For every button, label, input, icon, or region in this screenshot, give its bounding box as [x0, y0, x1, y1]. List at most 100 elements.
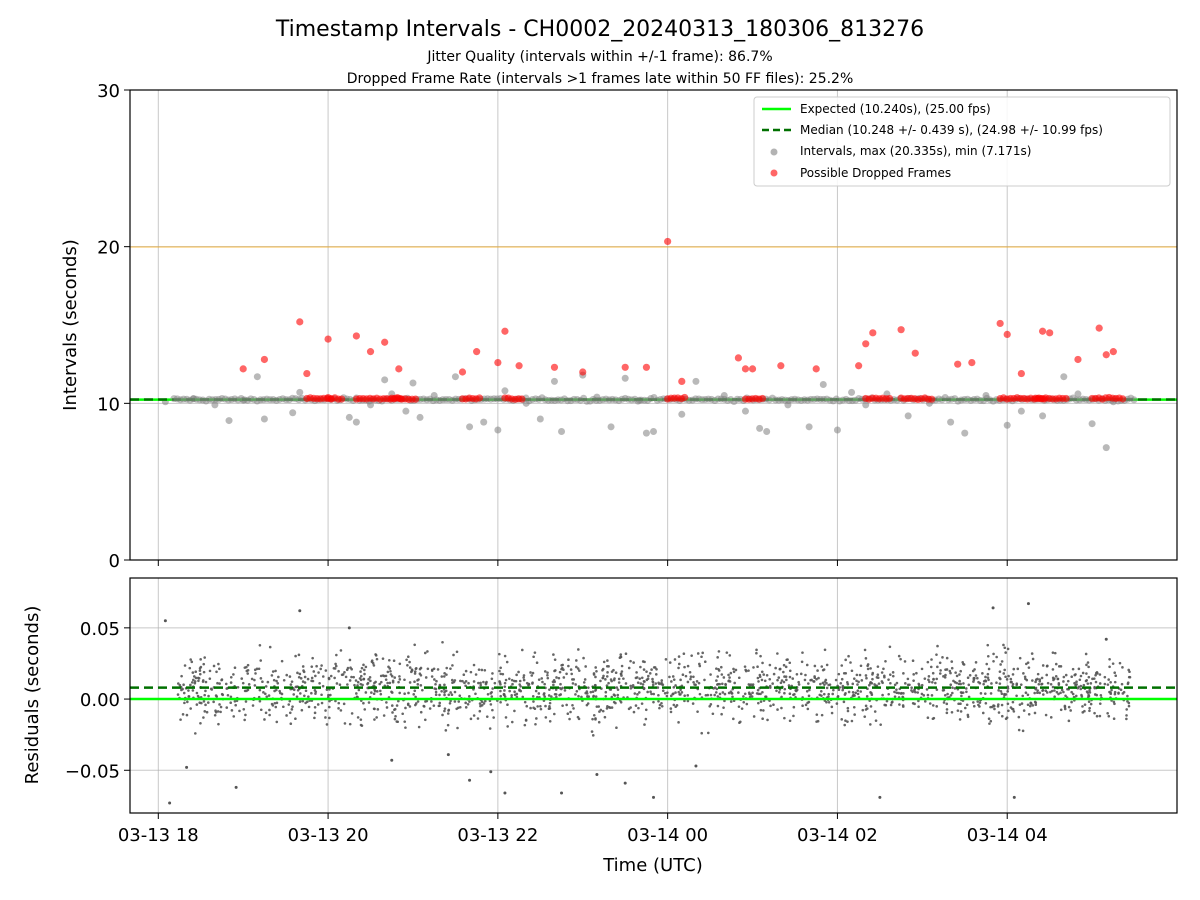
residual-cloud-point	[776, 708, 779, 711]
residual-cloud-point	[760, 670, 764, 674]
residual-cloud-point	[982, 682, 985, 686]
residual-cloud-point	[440, 675, 444, 678]
residual-cloud-point	[522, 676, 525, 679]
dropped-frame-point	[494, 359, 502, 367]
residual-cloud-point	[1086, 691, 1090, 694]
residual-cloud-point	[591, 690, 595, 694]
residual-cloud-point	[185, 713, 189, 717]
residual-point	[623, 781, 627, 785]
residual-cloud-point	[197, 679, 200, 683]
residual-cloud-point	[780, 679, 784, 682]
residual-cloud-point	[298, 700, 302, 703]
residual-cloud-point	[517, 670, 520, 674]
residual-cloud-point	[1086, 682, 1090, 685]
residual-cloud-point	[290, 708, 294, 711]
residual-cloud-point	[1060, 688, 1064, 692]
interval-point	[466, 423, 474, 431]
residual-cloud-point	[314, 674, 317, 678]
residual-cloud-point	[1085, 672, 1088, 675]
residual-cloud-point	[931, 717, 935, 721]
residual-cloud-point	[515, 695, 519, 699]
residual-cloud-point	[356, 684, 359, 687]
residual-cloud-point	[372, 692, 376, 696]
residual-cloud-point	[1128, 670, 1131, 674]
residual-cloud-point	[657, 699, 660, 703]
residual-cloud-point	[959, 691, 963, 694]
residual-cloud-point	[859, 664, 863, 668]
residual-cloud-point	[513, 709, 516, 713]
residual-cloud-point	[965, 690, 968, 694]
residual-cloud-point	[1088, 689, 1091, 692]
residual-cloud-point	[450, 693, 454, 697]
residual-cloud-point	[864, 704, 868, 708]
residual-cloud-point	[1051, 685, 1055, 689]
residual-cloud-point	[232, 715, 236, 718]
residual-cloud-point	[386, 670, 390, 674]
residual-cloud-point	[441, 640, 444, 644]
residual-cloud-point	[897, 691, 901, 695]
residual-cloud-point	[518, 679, 522, 683]
residual-cloud-point	[846, 720, 849, 723]
residual-cloud-point	[360, 666, 364, 670]
residual-cloud-point	[1108, 690, 1111, 694]
legend-median-label: Median (10.248 +/- 0.439 s), (24.98 +/- …	[800, 123, 1103, 137]
residual-cloud-point	[277, 675, 280, 679]
interval-point	[480, 418, 488, 426]
residual-cloud-point	[1087, 700, 1091, 704]
residual-cloud-point	[501, 672, 505, 676]
residual-cloud-point	[747, 669, 750, 672]
residual-cloud-point	[935, 688, 939, 691]
dropped-frame-point	[812, 365, 820, 373]
residual-cloud-point	[364, 665, 368, 669]
residual-cloud-point	[320, 701, 324, 705]
residual-cloud-point	[810, 678, 813, 682]
residual-cloud-point	[449, 667, 452, 670]
residual-cloud-point	[355, 695, 359, 699]
residual-cloud-point	[372, 664, 376, 667]
dropped-cluster-point	[1062, 394, 1070, 403]
residual-cloud-point	[480, 703, 484, 707]
residual-cloud-point	[432, 704, 436, 707]
residual-cloud-point	[722, 706, 725, 709]
residual-cloud-point	[821, 668, 825, 672]
interval-point	[642, 429, 650, 437]
residual-cloud-point	[985, 662, 989, 666]
residual-cloud-point	[453, 700, 457, 703]
residual-cloud-point	[226, 693, 230, 697]
residual-cloud-point	[1085, 663, 1088, 667]
residual-cloud-point	[838, 686, 842, 689]
interval-point	[805, 423, 813, 431]
residual-cloud-point	[782, 680, 786, 684]
residual-cloud-point	[224, 682, 228, 686]
residual-cloud-point	[294, 717, 297, 721]
residual-cloud-point	[778, 667, 782, 671]
residual-cloud-point	[846, 709, 850, 713]
residual-cloud-point	[926, 716, 930, 720]
residual-cloud-point	[891, 674, 895, 678]
residual-cloud-point	[966, 713, 970, 717]
residual-cloud-point	[679, 678, 682, 682]
dropped-cluster-point	[518, 395, 526, 403]
residual-cloud-point	[474, 692, 477, 696]
residual-cloud-point	[253, 684, 257, 687]
residual-cloud-point	[242, 707, 246, 711]
residual-cloud-point	[629, 659, 632, 663]
residual-cloud-point	[780, 706, 783, 710]
residual-cloud-point	[893, 683, 897, 687]
residual-cloud-point	[398, 691, 402, 695]
residual-cloud-point	[302, 670, 306, 674]
residual-cloud-point	[818, 693, 822, 697]
residual-cloud-point	[709, 703, 713, 706]
residual-cloud-point	[202, 662, 206, 666]
residual-cloud-point	[1126, 682, 1130, 686]
residual-cloud-point	[1098, 714, 1102, 718]
residual-cloud-point	[318, 681, 321, 685]
residual-cloud-point	[546, 673, 549, 677]
dropped-frame-point	[1074, 355, 1082, 364]
residual-cloud-point	[795, 689, 798, 693]
intervals-ytick-label-0: 0	[109, 551, 120, 572]
residual-cloud-point	[925, 688, 929, 691]
residual-cloud-point	[776, 652, 779, 655]
dropped-frame-point	[968, 359, 976, 367]
interval-point	[352, 418, 360, 426]
